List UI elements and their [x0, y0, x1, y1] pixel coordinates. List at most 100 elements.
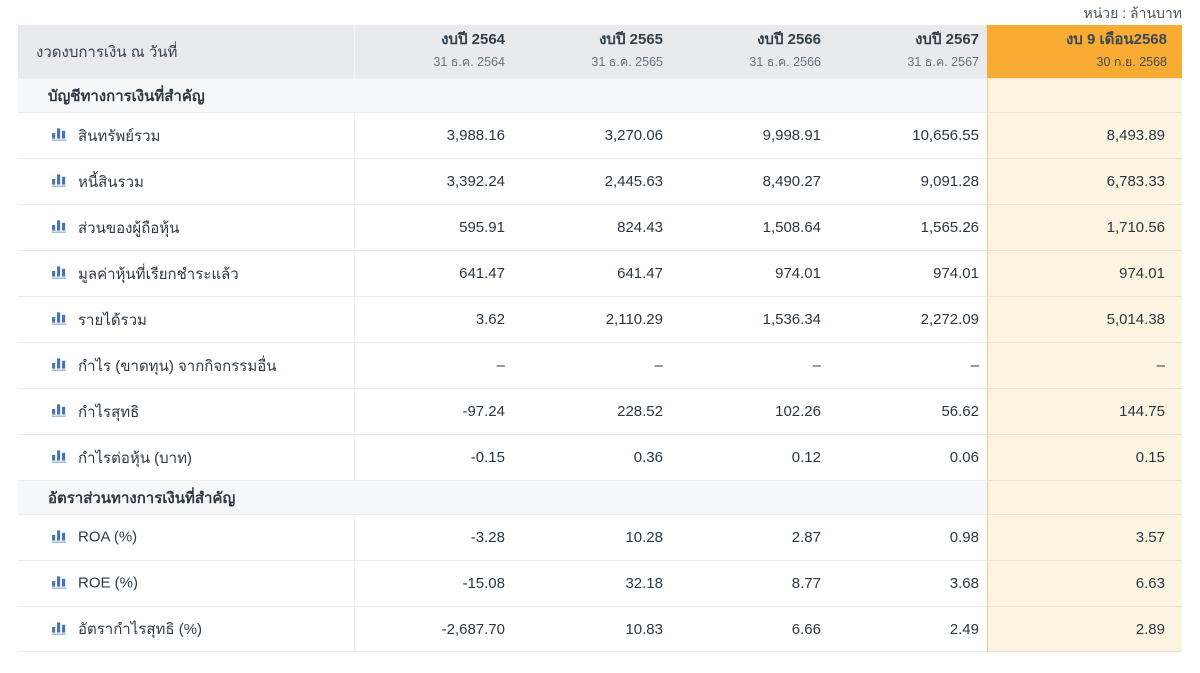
bar-chart-icon[interactable]: [51, 528, 68, 547]
row-label: กำไร (ขาดทุน) จากกิจกรรมอื่น: [78, 357, 277, 375]
value-cell: 6,783.33: [987, 158, 1182, 204]
value-cell: 144.75: [987, 388, 1182, 434]
row-label-cell: ROE (%): [18, 560, 355, 606]
section-row: อัตราส่วนทางการเงินที่สำคัญ: [18, 480, 1182, 514]
value-cell: -2,687.70: [355, 606, 513, 652]
column-title: งบปี 2566: [757, 30, 821, 48]
value-cell: –: [671, 342, 829, 388]
column-header-1: งบปี 2564 31 ธ.ค. 2564: [355, 25, 513, 78]
bar-chart-icon[interactable]: [51, 126, 68, 145]
row-label-cell: กำไร (ขาดทุน) จากกิจกรรมอื่น: [18, 342, 355, 388]
unit-label: หน่วย : ล้านบาท: [1083, 5, 1182, 21]
bar-chart-icon[interactable]: [51, 356, 68, 375]
value-cell: –: [355, 342, 513, 388]
row-label: ROA (%): [78, 528, 138, 546]
table-row: ROA (%) -3.28 10.28 2.87 0.98 3.57: [18, 514, 1182, 560]
table-row: มูลค่าหุ้นที่เรียกชำระแล้ว 641.47 641.47 97…: [18, 250, 1182, 296]
value-cell: 8,490.27: [671, 158, 829, 204]
column-title: งบปี 2564: [441, 30, 505, 48]
section-title: อัตราส่วนทางการเงินที่สำคัญ: [18, 480, 987, 514]
value-cell: –: [513, 342, 671, 388]
value-cell: 3,988.16: [355, 112, 513, 158]
row-label-cell: กำไรต่อหุ้น (บาท): [18, 434, 355, 480]
highlight-column-filler: [987, 480, 1182, 514]
row-label-cell: อัตรากำไรสุทธิ (%): [18, 606, 355, 652]
bar-chart-icon[interactable]: [51, 448, 68, 467]
value-cell: 32.18: [513, 560, 671, 606]
highlight-column-filler: [987, 78, 1182, 112]
table-row: กำไรสุทธิ -97.24 228.52 102.26 56.62 144.75: [18, 388, 1182, 434]
value-cell: 3,270.06: [513, 112, 671, 158]
table-row: ส่วนของผู้ถือหุ้น 595.91 824.43 1,508.64 1,5…: [18, 204, 1182, 250]
row-label-cell: ROA (%): [18, 514, 355, 560]
column-date: 30 ก.ย. 2568: [1096, 55, 1168, 70]
value-cell: 595.91: [355, 204, 513, 250]
value-cell: 8.77: [671, 560, 829, 606]
bar-chart-icon[interactable]: [51, 218, 68, 237]
row-label: กำไรสุทธิ: [78, 403, 140, 421]
table-row: หนี้สินรวม 3,392.24 2,445.63 8,490.27 9,091.…: [18, 158, 1182, 204]
value-cell: 0.15: [987, 434, 1182, 480]
row-label: ส่วนของผู้ถือหุ้น: [78, 219, 180, 237]
value-cell: 0.06: [829, 434, 987, 480]
value-cell: -0.15: [355, 434, 513, 480]
column-header-5: งบ 9 เดือน2568 30 ก.ย. 2568: [987, 25, 1182, 78]
value-cell: 3.57: [987, 514, 1182, 560]
column-date: 31 ธ.ค. 2566: [749, 55, 821, 70]
column-title: งบปี 2567: [915, 30, 979, 48]
bar-chart-icon[interactable]: [51, 574, 68, 593]
value-cell: –: [987, 342, 1182, 388]
value-cell: 10.28: [513, 514, 671, 560]
column-title: งบปี 2565: [599, 30, 663, 48]
section-row: บัญชีทางการเงินที่สำคัญ: [18, 78, 1182, 112]
row-label: สินทรัพย์รวม: [78, 127, 161, 145]
section-title: บัญชีทางการเงินที่สำคัญ: [18, 78, 987, 112]
financial-statement-table: งวดงบการเงิน ณ วันที่ งบปี 2564 31 ธ.ค. 2…: [18, 25, 1182, 652]
bar-chart-icon[interactable]: [51, 172, 68, 191]
value-cell: 2.89: [987, 606, 1182, 652]
table-row: กำไร (ขาดทุน) จากกิจกรรมอื่น – – – – –: [18, 342, 1182, 388]
row-label-cell: ส่วนของผู้ถือหุ้น: [18, 204, 355, 250]
row-label-cell: สินทรัพย์รวม: [18, 112, 355, 158]
value-cell: 56.62: [829, 388, 987, 434]
value-cell: 2,445.63: [513, 158, 671, 204]
column-title: งบ 9 เดือน2568: [1065, 30, 1167, 48]
value-cell: 0.12: [671, 434, 829, 480]
table-row: ROE (%) -15.08 32.18 8.77 3.68 6.63: [18, 560, 1182, 606]
value-cell: 0.98: [829, 514, 987, 560]
row-label-cell: กำไรสุทธิ: [18, 388, 355, 434]
value-cell: 974.01: [987, 250, 1182, 296]
table-row: รายได้รวม 3.62 2,110.29 1,536.34 2,272.09 5,0…: [18, 296, 1182, 342]
value-cell: 8,493.89: [987, 112, 1182, 158]
value-cell: 824.43: [513, 204, 671, 250]
column-date: 31 ธ.ค. 2565: [591, 55, 663, 70]
bar-chart-icon[interactable]: [51, 402, 68, 421]
bar-chart-icon[interactable]: [51, 620, 68, 639]
row-label-cell: มูลค่าหุ้นที่เรียกชำระแล้ว: [18, 250, 355, 296]
value-cell: 1,710.56: [987, 204, 1182, 250]
row-label: มูลค่าหุ้นที่เรียกชำระแล้ว: [78, 265, 239, 283]
value-cell: 228.52: [513, 388, 671, 434]
value-cell: 641.47: [513, 250, 671, 296]
value-cell: 2.87: [671, 514, 829, 560]
value-cell: 2,272.09: [829, 296, 987, 342]
row-label: ROE (%): [78, 574, 138, 592]
value-cell: 1,508.64: [671, 204, 829, 250]
value-cell: 102.26: [671, 388, 829, 434]
row-label: รายได้รวม: [78, 311, 147, 329]
column-header-2: งบปี 2565 31 ธ.ค. 2565: [513, 25, 671, 78]
row-label: หนี้สินรวม: [78, 173, 144, 191]
value-cell: 10,656.55: [829, 112, 987, 158]
table-row: กำไรต่อหุ้น (บาท) -0.15 0.36 0.12 0.06 0.15: [18, 434, 1182, 480]
row-label: กำไรต่อหุ้น (บาท): [78, 449, 192, 467]
bar-chart-icon[interactable]: [51, 310, 68, 329]
bar-chart-icon[interactable]: [51, 264, 68, 283]
value-cell: 2.49: [829, 606, 987, 652]
row-label-cell: หนี้สินรวม: [18, 158, 355, 204]
row-label: อัตรากำไรสุทธิ (%): [78, 621, 203, 638]
value-cell: 2,110.29: [513, 296, 671, 342]
table-row: อัตรากำไรสุทธิ (%) -2,687.70 10.83 6.66 2.49…: [18, 606, 1182, 652]
value-cell: 1,565.26: [829, 204, 987, 250]
column-date: 31 ธ.ค. 2564: [433, 55, 505, 70]
